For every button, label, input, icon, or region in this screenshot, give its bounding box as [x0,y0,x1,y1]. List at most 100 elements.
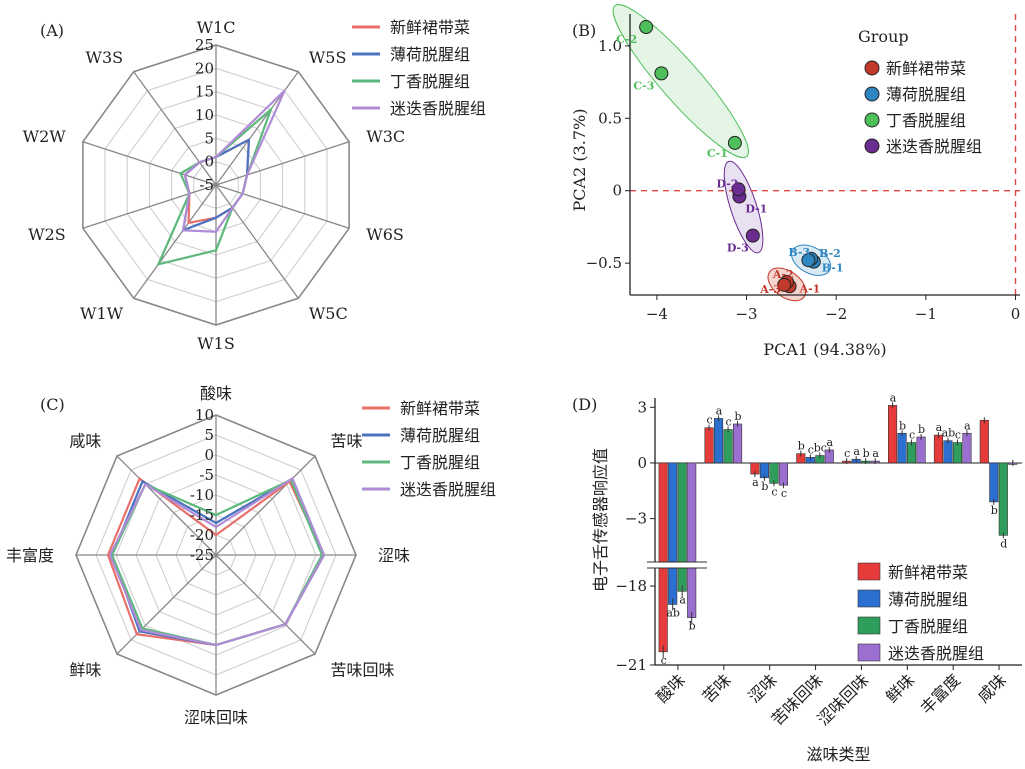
radar-axis-label: W1W [80,304,124,323]
bar [704,427,714,464]
y-tick-label: −21 [615,656,647,674]
point-label: A-1 [799,282,821,295]
legend-swatch [857,643,881,662]
legend-label: 迷迭香脱腥组 [390,99,486,118]
radar-tick-label: 10 [195,106,214,124]
bar [677,462,687,592]
legend-label: 迷迭香脱腥组 [888,644,984,663]
legend-label: 薄荷脱腥组 [390,45,470,64]
x-tick-label: 鲜味 [882,670,918,706]
y-tick-label: −0.5 [586,254,622,272]
radar-spoke [215,455,316,556]
radar-spoke [133,184,217,299]
radar-series-迷迭香脱腥组 [108,476,326,647]
significance-letter: b [991,504,998,517]
significance-letter: a [964,419,971,432]
bar [979,419,989,464]
bar [714,418,724,464]
significance-letter: a [716,404,723,417]
x-tick-label: 酸味 [653,670,689,706]
legend-swatch [857,589,881,608]
pca-point [731,182,746,197]
significance-letter: d [1000,537,1007,550]
radar-axis-label: W5S [309,48,347,67]
y-tick-label: −18 [615,577,647,595]
bar [769,462,779,484]
x-tick-label: 涩味 [744,670,780,706]
radar-spoke [215,554,316,655]
radar-spoke [215,71,299,186]
bar [897,432,907,464]
pca-point [777,277,792,292]
significance-letter: b [798,440,805,453]
x-tick-label: 苦味 [699,670,735,706]
point-label: A-3 [759,283,781,296]
legend-label: 新鲜裙带菜 [390,18,470,37]
radar-spoke [215,184,350,229]
significance-letter: c [661,654,667,667]
pca-point [727,135,742,150]
legend-title: Group [858,27,909,46]
significance-letter: c [808,443,814,456]
radar-series-迷迭香脱腥组 [181,89,286,233]
bar [723,429,733,464]
y-axis-title: PCA2 (3.7%) [570,109,589,212]
legend-label: 新鲜裙带菜 [888,563,968,582]
radar-axis-label: 鲜味 [69,661,101,680]
bar [943,440,953,464]
x-tick-label: −4 [646,305,668,323]
group-ellipse [612,4,749,159]
point-label: A-2 [772,268,794,281]
significance-letter: b [918,423,925,436]
legend-swatch [864,112,880,128]
significance-letter: a [827,436,834,449]
legend-label: 丁香脱腥组 [390,72,470,91]
point-label: D-3 [727,242,749,255]
radar-axis-label: 酸味 [200,384,232,403]
significance-letter: a [872,447,879,460]
radar-tick-label: 20 [195,59,214,77]
pca-point [801,253,816,268]
significance-letter: a [890,391,897,404]
bar [733,423,743,464]
radar-spoke [116,455,217,556]
significance-letter: a [853,445,860,458]
y-tick-label: 1.0 [598,37,622,55]
legend-label: 薄荷脱腥组 [888,590,968,609]
radar-spoke [82,141,217,186]
significance-letter: b [761,480,768,493]
legend-label: 迷迭香脱腥组 [400,480,496,499]
point-label: D-1 [745,203,767,216]
radar-tick-label: -25 [190,546,214,564]
radar-axis-label: 苦味 [331,431,363,450]
legend-swatch [864,86,880,102]
significance-letter: b [689,620,696,633]
legend-label: 薄荷脱腥组 [400,426,480,445]
axis-break-gap [647,562,707,568]
point-label: C-3 [633,79,654,92]
y-tick-label: −3 [625,510,647,528]
significance-letter: c [725,416,731,429]
bar [916,436,926,464]
x-tick-label: 0 [1011,305,1021,323]
radar-tick-label: 15 [195,83,214,101]
radar-axis-label: W2W [23,127,67,146]
significance-letter: a [679,593,686,606]
radar-axis-label: 丰富度 [6,546,54,565]
point-label: B-3 [788,246,810,259]
radar-tick-label: -15 [190,506,214,524]
panel-label: (C) [40,395,65,414]
panel-label: (A) [40,21,64,40]
significance-letter: c [955,429,961,442]
point-label: C-2 [616,33,637,46]
radar-axis-label: W1S [197,334,235,353]
legend-swatch [864,60,880,76]
legend-swatch [857,562,881,581]
x-tick-label: 咸味 [974,670,1010,706]
x-axis-title: 滋味类型 [806,745,870,764]
bar [998,462,1008,536]
radar-tick-label: 5 [204,129,214,147]
radar-axis-label: W3S [86,48,124,67]
